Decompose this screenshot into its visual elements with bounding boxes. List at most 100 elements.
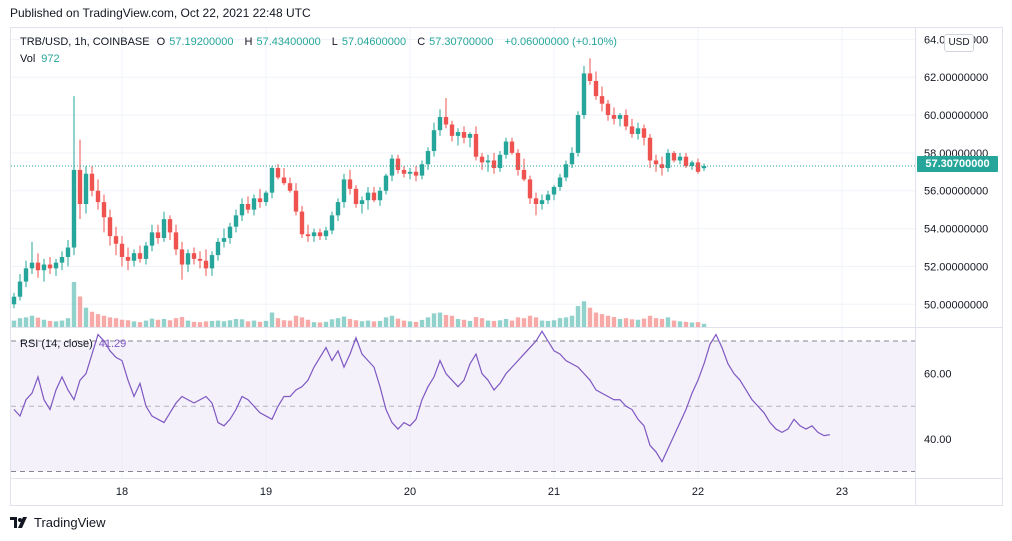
candle-body bbox=[143, 245, 149, 259]
volume-bar bbox=[233, 318, 239, 327]
volume-bar bbox=[665, 317, 671, 327]
candle-body bbox=[233, 215, 239, 227]
volume-bar bbox=[107, 317, 113, 327]
candle-body bbox=[95, 190, 101, 203]
candle-body bbox=[185, 253, 191, 265]
volume-bar bbox=[413, 321, 419, 327]
candle-body bbox=[275, 168, 281, 178]
candle-body bbox=[257, 198, 263, 203]
candle-body bbox=[137, 253, 143, 259]
volume-bar bbox=[89, 311, 95, 327]
time-tick-label: 21 bbox=[548, 486, 560, 498]
candle-body bbox=[533, 198, 539, 204]
candle-body bbox=[341, 179, 347, 203]
volume-value: 972 bbox=[41, 53, 60, 65]
volume-bar bbox=[467, 320, 473, 327]
candle-body bbox=[155, 232, 161, 239]
volume-bar bbox=[281, 320, 287, 327]
volume-bar bbox=[11, 320, 17, 327]
volume-bar bbox=[23, 317, 29, 327]
volume-bar bbox=[365, 320, 371, 327]
volume-bar bbox=[137, 322, 143, 327]
candle-body bbox=[329, 215, 335, 231]
volume-bar bbox=[17, 318, 23, 327]
candle-body bbox=[359, 200, 365, 204]
volume-bar bbox=[503, 318, 509, 327]
close-label: C bbox=[417, 36, 426, 48]
volume-bar bbox=[287, 320, 293, 327]
candle-body bbox=[287, 183, 293, 191]
volume-label[interactable]: Vol bbox=[20, 53, 36, 65]
candle-body bbox=[599, 96, 605, 104]
candle-body bbox=[305, 234, 311, 237]
candle-body bbox=[107, 217, 113, 237]
candle-body bbox=[485, 160, 491, 163]
candle-body bbox=[131, 253, 137, 261]
volume-bar bbox=[347, 318, 353, 327]
volume-bar bbox=[695, 322, 701, 327]
volume-bar bbox=[497, 320, 503, 327]
open-value: 57.19200000 bbox=[169, 36, 234, 48]
volume-bar bbox=[653, 318, 659, 327]
low-value: 57.04600000 bbox=[341, 36, 407, 48]
candle-body bbox=[437, 116, 443, 131]
volume-bar bbox=[161, 318, 167, 327]
volume-bar bbox=[101, 315, 107, 327]
volume-bar bbox=[299, 317, 305, 327]
price-tick-label: 50.00000000 bbox=[924, 299, 988, 311]
currency-badge[interactable]: USD bbox=[944, 34, 974, 52]
time-tick-label: 20 bbox=[404, 486, 416, 498]
candle-body bbox=[221, 238, 227, 242]
volume-bar bbox=[311, 322, 317, 327]
price-tick-label: 54.00000000 bbox=[924, 224, 988, 236]
candle-body bbox=[119, 243, 125, 257]
volume-bar bbox=[173, 318, 179, 327]
candle-body bbox=[467, 133, 473, 138]
volume-bar bbox=[377, 320, 383, 327]
volume-bar bbox=[263, 320, 269, 327]
candle-body bbox=[479, 156, 485, 163]
candle-body bbox=[431, 130, 437, 152]
footer-label: TradingView bbox=[34, 515, 106, 530]
candle-body bbox=[263, 192, 269, 203]
candle-body bbox=[29, 262, 35, 269]
volume-bar bbox=[419, 319, 425, 327]
candle-body bbox=[701, 166, 707, 169]
volume-bar bbox=[353, 320, 359, 327]
volume-bar bbox=[203, 321, 209, 327]
candle-body bbox=[317, 232, 323, 237]
candle-body bbox=[515, 152, 521, 170]
low-label: L bbox=[331, 36, 338, 48]
volume-bar bbox=[641, 318, 647, 327]
candle-body bbox=[179, 249, 185, 265]
volume-bar bbox=[485, 320, 491, 327]
candle-body bbox=[101, 202, 107, 218]
footer-brand[interactable]: TradingView bbox=[10, 515, 106, 530]
volume-bar bbox=[569, 315, 575, 327]
volume-bar bbox=[65, 318, 71, 327]
candle-body bbox=[149, 232, 155, 246]
volume-bar bbox=[461, 319, 467, 327]
candle-body bbox=[365, 192, 371, 201]
candle-body bbox=[587, 73, 593, 81]
volume-bar bbox=[59, 320, 65, 327]
rsi-label[interactable]: RSI (14, close) bbox=[20, 338, 93, 350]
candle-body bbox=[35, 262, 41, 271]
volume-bar bbox=[113, 318, 119, 327]
volume-bar bbox=[599, 314, 605, 327]
chart-frame bbox=[10, 27, 1003, 506]
volume-bar bbox=[275, 318, 281, 327]
volume-bar bbox=[581, 301, 587, 327]
volume-bar bbox=[305, 319, 311, 327]
candle-body bbox=[269, 168, 275, 193]
volume-bar bbox=[185, 320, 191, 327]
volume-bar bbox=[215, 320, 221, 327]
volume-bar bbox=[407, 321, 413, 327]
symbol-label[interactable]: TRB/USD, 1h, COINBASE bbox=[20, 36, 150, 48]
volume-bar bbox=[491, 320, 497, 327]
volume-legend: Vol 972 bbox=[20, 53, 60, 65]
volume-bar bbox=[479, 318, 485, 327]
candle-body bbox=[161, 219, 167, 239]
tradingview-logo-icon bbox=[10, 516, 27, 528]
